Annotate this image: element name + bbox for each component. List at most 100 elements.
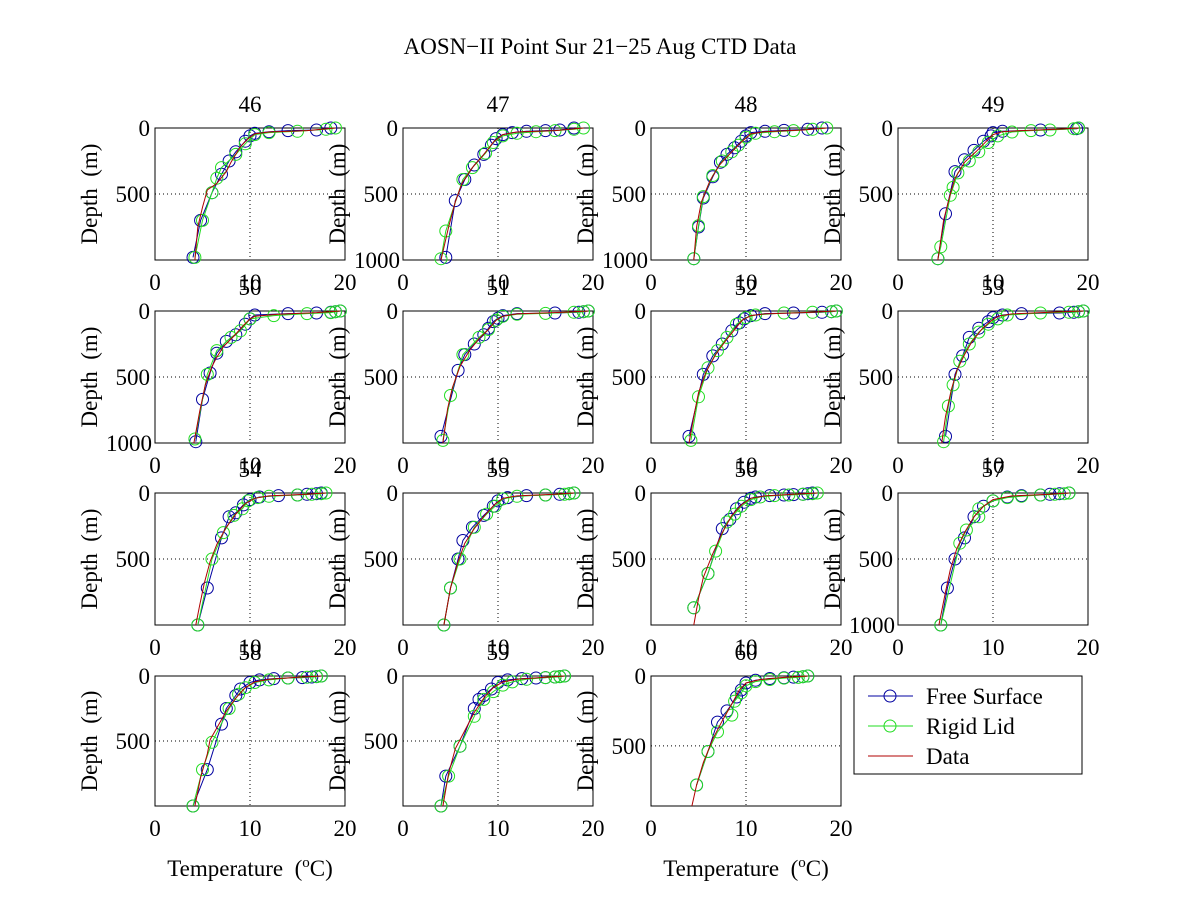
data-point-free-surface [219,334,233,348]
y-tick-label: 0 [139,116,151,141]
data-point-rigid-lid [482,323,495,336]
data-point-rigid-lid [188,432,202,446]
legend-entry-free-surface: Free Surface [868,684,1043,709]
data-point-rigid-lid [196,763,209,777]
data-point-free-surface [489,132,503,146]
y-axis-label: Depth (m) [77,691,102,792]
panel-56: 56 0 500 0 10 20 Depth (m) [573,457,853,660]
data-point-rigid-lid [465,161,479,175]
y-tick-label: 500 [612,365,647,390]
y-tick-label: 500 [116,729,151,754]
data-point-free-surface [505,126,519,140]
data-point-free-surface [981,315,995,329]
x-tick-label: 10 [487,270,510,295]
data-point-rigid-lid [731,138,745,152]
panel-53: 53 0 500 0 10 20 Depth (m) [820,275,1100,478]
data-point-rigid-lid [709,544,723,558]
data-point-rigid-lid [981,317,995,331]
x-tick-label: 20 [1077,453,1100,478]
data-point-rigid-lid [749,126,762,140]
x-tick-label: 10 [239,453,262,478]
y-tick-label: 500 [612,182,647,207]
data-point-rigid-lid [486,136,500,149]
data-point-rigid-lid [196,213,209,227]
data-point-free-surface [324,121,338,135]
data-point-rigid-lid [243,312,257,326]
data-point-rigid-lid [711,344,724,358]
data-point-rigid-lid [711,725,724,739]
data-point-rigid-lid [687,252,701,266]
axes-frame [402,492,594,626]
x-tick-label: 20 [1077,270,1100,295]
data-point-rigid-lid [232,687,246,701]
data-point-free-surface [210,346,224,360]
data-point-rigid-lid [749,675,762,689]
panel-title: 56 [735,457,758,482]
y-tick-label: 500 [364,729,399,754]
x-tick-label: 20 [582,816,605,841]
data-point-rigid-lid [720,515,734,529]
data-point-rigid-lid [456,348,470,362]
data-point-rigid-lid [725,145,739,159]
x-tick-label: 0 [645,635,657,660]
y-axis-label: Depth (m) [820,144,845,245]
data-point-rigid-lid [749,308,762,322]
x-tick-label: 0 [645,816,657,841]
panel-54: 54 0 500 0 10 20 Depth (m) [77,457,357,660]
data-point-rigid-lid [972,325,986,339]
data-point-rigid-lid [739,311,753,325]
data-point-free-surface [448,194,462,208]
y-tick-label: 500 [116,547,151,572]
y-tick-label: 0 [635,299,647,324]
data-point-rigid-lid [224,330,238,344]
x-axis-label-text: Temperature ( [167,856,302,881]
x-axis-label-text: Temperature ( [663,856,798,881]
data-point-rigid-lid [690,778,704,792]
data-point-rigid-lid [1062,305,1076,319]
data-point-free-surface [451,363,465,377]
series-line-data [693,492,818,626]
data-point-free-surface [243,129,257,143]
x-tick-label: 0 [645,453,657,478]
x-tick-label: 20 [830,635,853,660]
data-point-rigid-lid [1015,489,1028,503]
data-point-rigid-lid [477,692,491,706]
data-point-rigid-lid [701,567,715,580]
data-point-rigid-lid [946,378,960,392]
data-point-rigid-lid [456,173,470,186]
data-point-rigid-lid [444,581,457,595]
data-point-free-surface [439,250,453,264]
data-point-rigid-lid [251,491,265,505]
series-line-rigid-lid [696,675,808,786]
axes-frame [897,127,1089,261]
panel-title: 59 [487,640,510,665]
panel-55: 55 0 500 0 10 20 Depth (m) [325,457,605,660]
series-line-data [938,492,1070,626]
data-point-free-surface [477,508,491,522]
legend-label-free-surface: Free Surface [926,684,1043,709]
data-point-rigid-lid [216,526,230,540]
axes-frame [650,310,842,444]
data-point-rigid-lid [205,552,219,566]
panel-59: 59 0 500 0 10 20 Depth (m) [325,640,605,841]
data-point-rigid-lid [972,502,986,516]
data-point-rigid-lid [238,137,252,151]
data-point-rigid-lid [210,171,224,185]
series-line-data [443,492,575,626]
legend-marker-rigid-lid [883,719,897,733]
data-point-free-surface [711,715,724,729]
data-point-free-surface [728,141,742,155]
axes-frame [650,127,842,261]
data-point-rigid-lid [962,337,976,351]
figure-title: AOSN−II Point Sur 21−25 Aug CTD Data [404,34,797,59]
panel-title: 52 [735,275,758,300]
x-tick-label: 10 [239,270,262,295]
x-tick-label: 0 [892,270,904,295]
y-tick-label: 0 [635,664,647,689]
data-point-rigid-lid [730,317,743,331]
legend: Free Surface Rigid Lid Data [853,675,1083,775]
x-tick-label: 0 [397,453,409,478]
x-tick-label: 0 [397,816,409,841]
y-axis-label: Depth (m) [573,691,598,792]
panel-title: 53 [982,275,1005,300]
